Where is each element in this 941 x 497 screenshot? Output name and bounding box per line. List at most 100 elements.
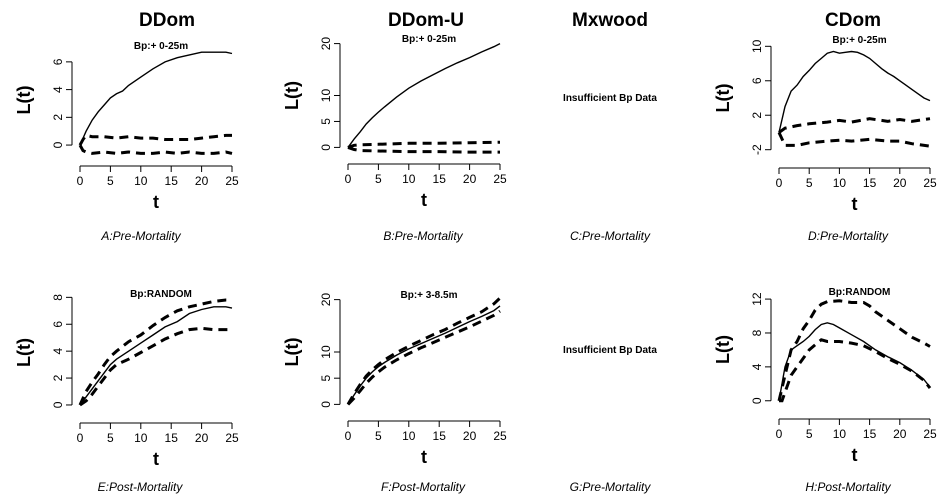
panel-e-annotation: Bp:RANDOM [130,289,192,300]
y-tick-label: 2 [51,114,65,121]
panel-c-note: Insufficient Bp Data [563,93,657,104]
x-tick-label: 10 [833,427,847,441]
observed-line [79,306,233,406]
x-tick-label: 10 [402,172,416,186]
panel-a-caption: A:Pre-Mortality [100,229,181,243]
x-tick-label: 15 [863,427,877,441]
x-tick-label: 25 [225,431,239,445]
x-tick-label: 20 [195,174,209,188]
y-tick-label: 0 [51,401,65,408]
y-tick-label: 2 [51,374,65,381]
envelope-line-1 [78,298,232,406]
y-tick-label: 6 [51,58,65,65]
x-tick-label: 25 [493,429,507,443]
x-tick-label: 0 [345,429,352,443]
envelope-line-1 [78,133,232,146]
y-tick-label: 4 [750,363,764,370]
panel-b-annotation: Bp:+ 0-25m [402,34,456,45]
x-tick-label: 20 [893,176,907,190]
envelope-line-2 [777,131,931,148]
x-tick-label: 10 [402,429,416,443]
y-tick-label: 0 [51,141,65,148]
panel-d-annotation: Bp:+ 0-25m [832,35,886,46]
envelope-line-1 [778,117,931,134]
column-title-ddom: DDom [139,10,195,31]
panel-h: H:Post-Mortality 0 5 10 15 20 25 0 4 8 12 t L(t) Bp:R… [713,287,937,494]
panel-b: B:Pre-Mortality 0 5 10 15 20 25 0 5 10 20 t L(t) Bp:+… [282,34,507,243]
x-tick-label: 15 [433,172,447,186]
x-tick-label: 0 [77,174,84,188]
y-axis-title: L(t) [14,86,34,115]
envelope-line-1 [347,140,501,149]
y-axis-title: L(t) [282,338,302,367]
observed-line [778,50,931,133]
envelope-line-2 [779,338,932,403]
panel-d: D:Pre-Mortality 0 5 10 15 20 25 -2 2 6 10 t L(t) Bp:+… [713,35,937,243]
x-tick-label: 10 [134,431,148,445]
x-tick-label: 25 [225,174,239,188]
x-tick-label: 0 [345,172,352,186]
y-tick-label: 8 [750,329,764,336]
x-tick-label: 25 [923,176,937,190]
observed-line [778,322,931,401]
envelope-line-1 [777,299,931,402]
envelope-line-2 [346,309,501,406]
x-tick-label: 5 [806,176,813,190]
observed-line [347,42,501,148]
x-tick-label: 20 [463,429,477,443]
x-tick-label: 10 [134,174,148,188]
y-tick-label: 0 [319,401,333,408]
observed-line [79,51,233,146]
y-axis-title: L(t) [14,338,34,367]
x-tick-label: 20 [463,172,477,186]
y-axis-title: L(t) [282,81,302,110]
x-tick-label: 15 [433,429,447,443]
y-tick-label: 12 [750,292,764,306]
y-tick-label: 4 [51,86,65,93]
column-title-cdom: CDom [825,10,881,31]
y-tick-label: 8 [51,294,65,301]
panel-g: G:Pre-Mortality Insufficient Bp Data [563,345,657,494]
envelope-line-2 [79,326,232,407]
panel-e: E:Post-Mortality 0 5 10 15 20 25 0 2 4 6 8 t L(t) Bp:R… [14,289,239,494]
x-tick-label: 20 [893,427,907,441]
y-axis-title: L(t) [713,84,733,113]
x-tick-label: 10 [833,176,847,190]
y-tick-label: 5 [319,118,333,125]
y-tick-label: 10 [750,39,764,53]
panel-a: A:Pre-Mortality 0 5 10 15 20 25 0 2 4 6 t L(t) Bp:+ 0… [14,41,239,243]
panel-f-annotation: Bp:+ 3-8.5m [401,290,458,301]
x-tick-label: 25 [923,427,937,441]
panel-h-annotation: Bp:RANDOM [829,287,891,298]
x-axis-title: t [153,449,159,469]
panel-f: F:Post-Mortality 0 5 10 15 20 25 0 5 10 20 t L(t) Bp:… [282,290,507,494]
x-tick-label: 5 [107,174,114,188]
envelope-line-2 [78,144,233,155]
x-axis-title: t [852,194,858,214]
x-tick-label: 15 [165,174,179,188]
x-tick-label: 0 [77,431,84,445]
panel-d-caption: D:Pre-Mortality [808,229,889,243]
x-tick-label: 15 [165,431,179,445]
y-tick-label: -2 [750,144,764,155]
y-tick-label: 6 [750,77,764,84]
envelope-line-2 [347,145,500,154]
x-tick-label: 5 [806,427,813,441]
y-tick-label: 10 [319,345,333,359]
x-tick-label: 15 [863,176,877,190]
envelope-line-1 [346,296,502,406]
panel-c-caption: C:Pre-Mortality [570,229,651,243]
panel-g-caption: G:Pre-Mortality [570,480,652,494]
panel-e-caption: E:Post-Mortality [98,480,184,494]
y-tick-label: 0 [750,397,764,404]
y-tick-label: 20 [319,293,333,307]
x-tick-label: 25 [493,172,507,186]
column-title-mxwood: Mxwood [572,10,648,31]
x-tick-label: 0 [776,176,783,190]
x-tick-label: 0 [776,427,783,441]
y-tick-label: 4 [51,347,65,354]
x-axis-title: t [852,445,858,465]
panel-g-note: Insufficient Bp Data [563,345,657,356]
x-axis-title: t [421,447,427,467]
